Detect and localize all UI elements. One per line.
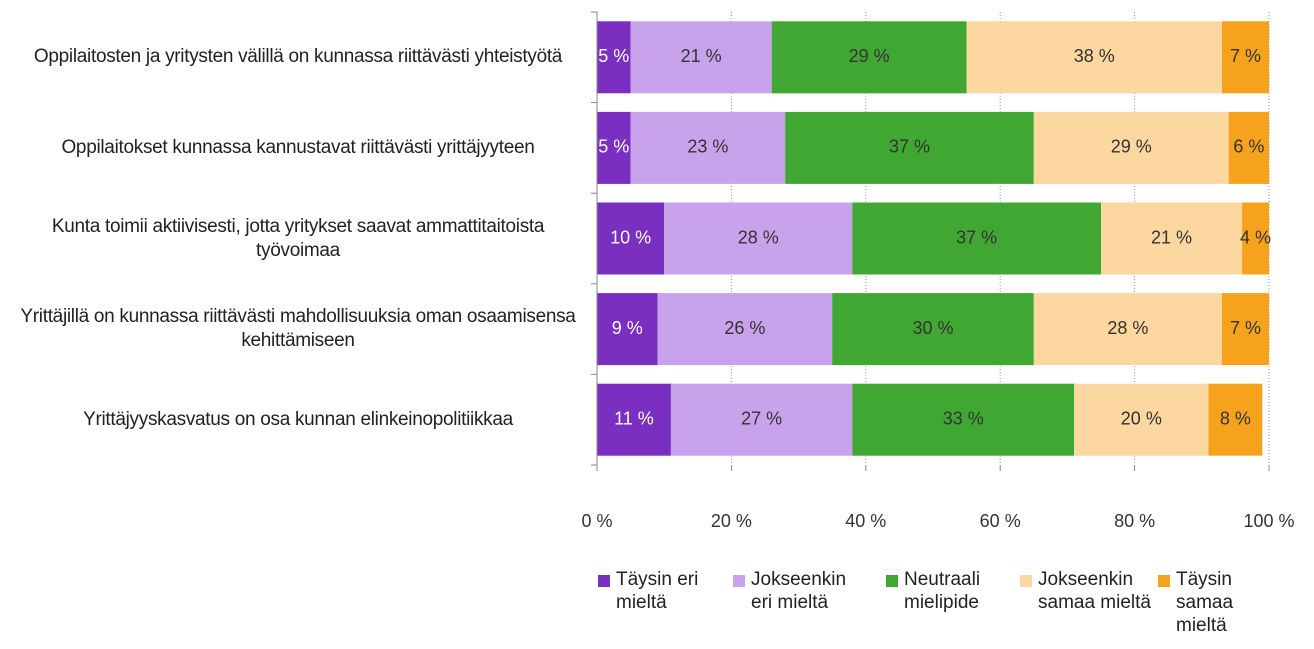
data-label: 29 % [1111,137,1152,157]
bar-segment [832,293,1034,366]
bar-segment [1242,202,1269,275]
legend-swatch [886,575,898,587]
data-label: 4 % [1240,227,1271,247]
bar-segment [1101,202,1243,275]
legend-swatch [1020,575,1032,587]
bar-segment [597,293,658,366]
data-label: 28 % [738,227,779,247]
data-label: 27 % [741,408,782,428]
x-tick-label: 100 % [1243,511,1294,531]
bar-segment [597,202,665,275]
data-label: 5 % [598,46,629,66]
legend-label: Täysin eri mieltä [616,569,699,613]
bar-segment [1208,383,1263,456]
data-label: 7 % [1230,46,1261,66]
data-label: 6 % [1233,137,1264,157]
data-label: 37 % [956,227,997,247]
x-tick-label: 20 % [711,511,752,531]
bar-segment [657,293,833,366]
data-label: 26 % [724,318,765,338]
x-tick-label: 0 % [581,511,612,531]
bar-segment [630,111,786,184]
bar-segment [1228,111,1269,184]
legend-swatch [733,575,745,587]
data-label: 29 % [849,46,890,66]
data-label: 33 % [943,408,984,428]
category-label: Yrittäjyyskasvatus on osa kunnan elinkei… [83,408,513,430]
data-label: 21 % [681,46,722,66]
bar-segment [1074,383,1209,456]
legend-label: Jokseenkin samaa mieltä [1038,569,1151,613]
bar-segment [966,21,1222,94]
data-label: 38 % [1074,46,1115,66]
category-label: Kunta toimii aktiivisesti, jotta yrityks… [51,215,545,261]
data-label: 30 % [912,318,953,338]
bar-segment [1033,111,1229,184]
bar-segment [1221,21,1269,94]
data-label: 7 % [1230,318,1261,338]
bar-segment [630,21,772,94]
bar-segment [852,383,1075,456]
data-label: 20 % [1121,408,1162,428]
x-tick-label: 60 % [980,511,1021,531]
bar-segment [597,21,631,94]
data-label: 8 % [1220,408,1251,428]
bar-segment [597,383,671,456]
data-label: 5 % [598,137,629,157]
bar-segment [670,383,853,456]
x-tick-label: 80 % [1114,511,1155,531]
legend-swatch [598,575,610,587]
data-label: 23 % [687,137,728,157]
bar-segment [785,111,1034,184]
category-label: Oppilaitokset kunnassa kannustavat riitt… [61,136,535,158]
legend-swatch [1158,575,1170,587]
category-label: Oppilaitosten ja yritysten välillä on ku… [33,46,563,68]
legend-label: Neutraali mielipide [904,569,981,613]
category-label: Yrittäjillä on kunnassa riittävästi mahd… [20,306,576,352]
data-label: 11 % [614,408,654,428]
legend-label: Täysin samaa mieltä [1176,569,1234,636]
bar-segment [771,21,967,94]
data-label: 21 % [1151,227,1192,247]
data-label: 37 % [889,137,930,157]
bar-segment [1221,293,1269,366]
bar-segment [852,202,1101,275]
bar-segment [664,202,853,275]
data-label: 28 % [1107,318,1148,338]
data-label: 9 % [612,318,643,338]
x-tick-label: 40 % [845,511,886,531]
bar-segment [597,111,631,184]
bar-segment [1033,293,1222,366]
data-label: 10 % [610,227,651,247]
legend-label: Jokseenkin eri mieltä [751,569,847,613]
